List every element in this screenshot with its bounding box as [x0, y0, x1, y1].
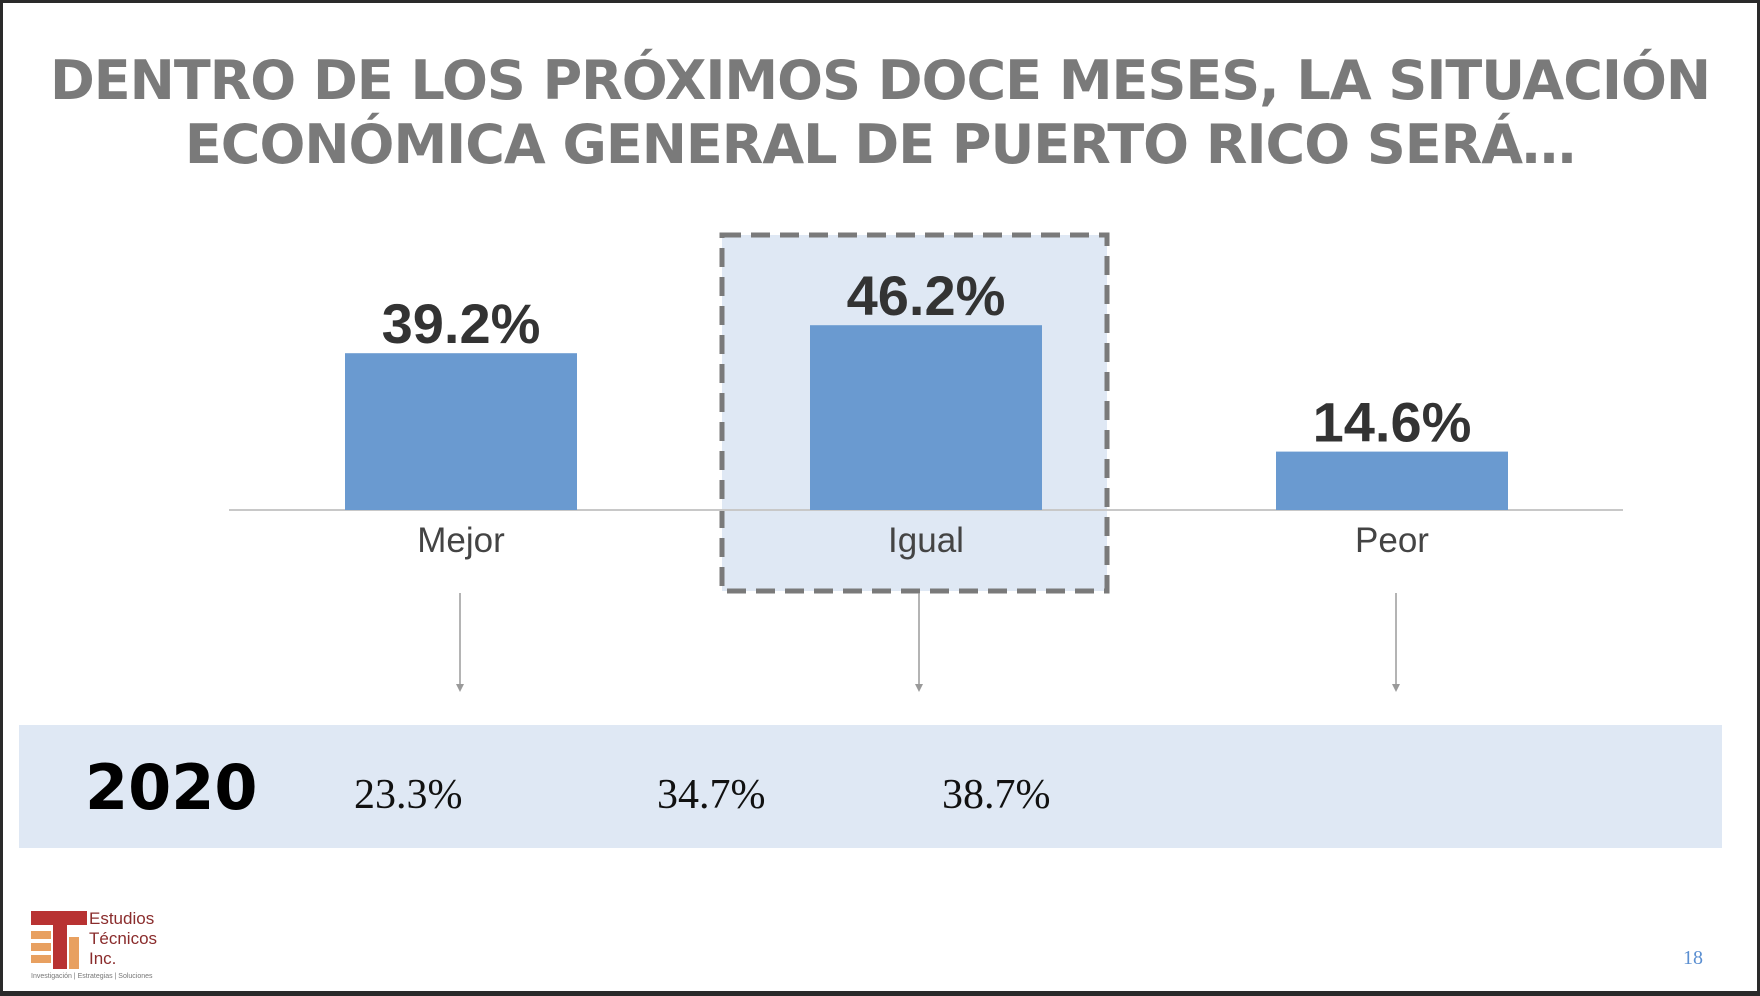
logo-text-line-3: Inc.	[89, 949, 117, 968]
slide: DENTRO DE LOS PRÓXIMOS DOCE MESES, LA SI…	[3, 3, 1757, 991]
company-logo: Estudios Técnicos Inc. Investigación | E…	[31, 909, 191, 983]
logo-text-line-2: Técnicos	[89, 929, 158, 948]
title-line-1: DENTRO DE LOS PRÓXIMOS DOCE MESES, LA SI…	[49, 49, 1711, 112]
logo-text-line-1: Estudios	[89, 909, 155, 928]
bar-chart: 39.2% Mejor 46.2% Igual 14.6% Peor	[229, 232, 1623, 692]
slide-title: DENTRO DE LOS PRÓXIMOS DOCE MESES, LA SI…	[3, 49, 1757, 177]
value-label-mejor: 39.2%	[382, 292, 541, 355]
comparison-strip	[19, 725, 1722, 848]
category-label-peor: Peor	[1355, 521, 1429, 560]
arrow-down-icon	[915, 684, 923, 692]
bars-group: 39.2% Mejor 46.2% Igual 14.6% Peor	[345, 264, 1508, 560]
comparison-year: 2020	[85, 751, 258, 824]
bar-mejor	[345, 353, 577, 510]
value-label-igual: 46.2%	[847, 264, 1006, 327]
title-line-2: ECONÓMICA GENERAL DE PUERTO RICO SERÁ…	[184, 113, 1576, 176]
logo-text: Estudios Técnicos Inc.	[89, 909, 157, 969]
category-label-mejor: Mejor	[417, 521, 505, 560]
arrows-group	[456, 593, 1400, 692]
arrow-down-icon	[1392, 684, 1400, 692]
page-number: 18	[1683, 947, 1703, 969]
category-label-igual: Igual	[888, 521, 964, 560]
bar-igual	[810, 325, 1042, 510]
comparison-value-igual: 34.7%	[657, 772, 766, 818]
logo-mark-icon	[31, 911, 87, 969]
logo-tagline: Investigación | Estrategias | Soluciones	[31, 973, 153, 980]
comparison-value-mejor: 23.3%	[354, 772, 463, 818]
bar-peor	[1276, 451, 1508, 510]
arrow-down-icon	[456, 684, 464, 692]
comparison-value-peor: 38.7%	[942, 772, 1051, 818]
value-label-peor: 14.6%	[1313, 391, 1472, 454]
